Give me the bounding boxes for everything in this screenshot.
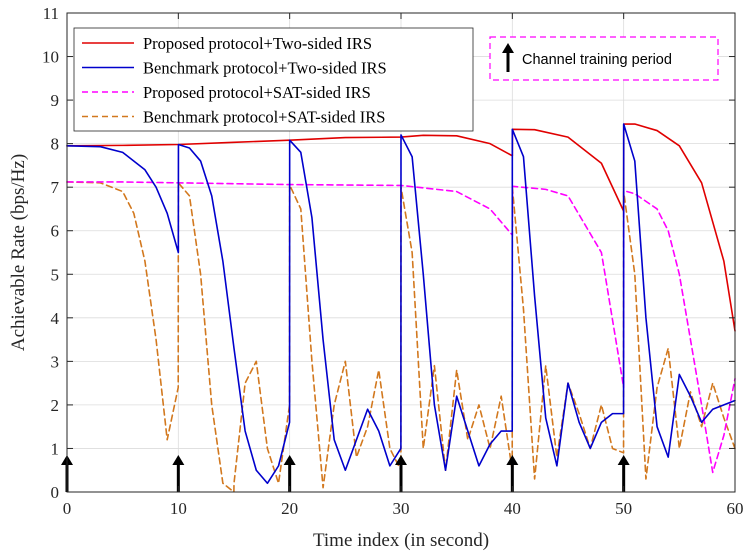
y-tick-label: 11 [43,4,59,23]
x-tick-label: 50 [615,499,632,518]
y-axis-label: Achievable Rate (bps/Hz) [8,154,29,351]
legend-label-benchmark-two-sided: Benchmark protocol+Two-sided IRS [143,59,387,78]
x-tick-label: 40 [504,499,521,518]
y-tick-label: 1 [51,439,60,458]
x-tick-label: 10 [170,499,187,518]
y-tick-label: 10 [42,48,59,67]
y-tick-label: 5 [51,265,60,284]
y-tick-label: 8 [51,135,60,154]
x-tick-label: 60 [727,499,744,518]
y-tick-label: 2 [51,396,60,415]
annotation-frame [489,36,719,81]
legend-label-proposed-sat-sided: Proposed protocol+SAT-sided IRS [143,83,371,102]
y-tick-label: 3 [51,352,60,371]
y-tick-label: 7 [51,178,60,197]
series-layer [66,123,736,493]
x-tick-label: 0 [63,499,72,518]
annotation-box: Channel training period [489,36,719,81]
x-tick-label: 30 [393,499,410,518]
x-axis-label: Time index (in second) [313,530,489,551]
y-tick-label: 6 [51,222,60,241]
annotation-label: Channel training period [522,52,672,68]
training-arrows [61,454,630,492]
tick-labels: 0 10 20 30 40 50 60 0 1 2 3 4 5 6 7 8 9 10 11 [42,4,744,518]
x-tick-label: 20 [281,499,298,518]
legend: Proposed protocol+Two-sided IRS Benchmar… [73,27,474,132]
y-tick-label: 0 [51,483,60,502]
y-tick-label: 4 [51,309,60,328]
annotation-arrow-icon [502,43,514,72]
legend-label-benchmark-sat-sided: Benchmark protocol+SAT-sided IRS [143,108,385,127]
y-tick-label: 9 [51,91,60,110]
legend-label-proposed-two-sided: Proposed protocol+Two-sided IRS [143,34,372,53]
legend-box [73,27,474,132]
series-line-benchmark-protocol-two-sided-irs [66,123,736,485]
annotation-arrow-shape [502,43,514,72]
